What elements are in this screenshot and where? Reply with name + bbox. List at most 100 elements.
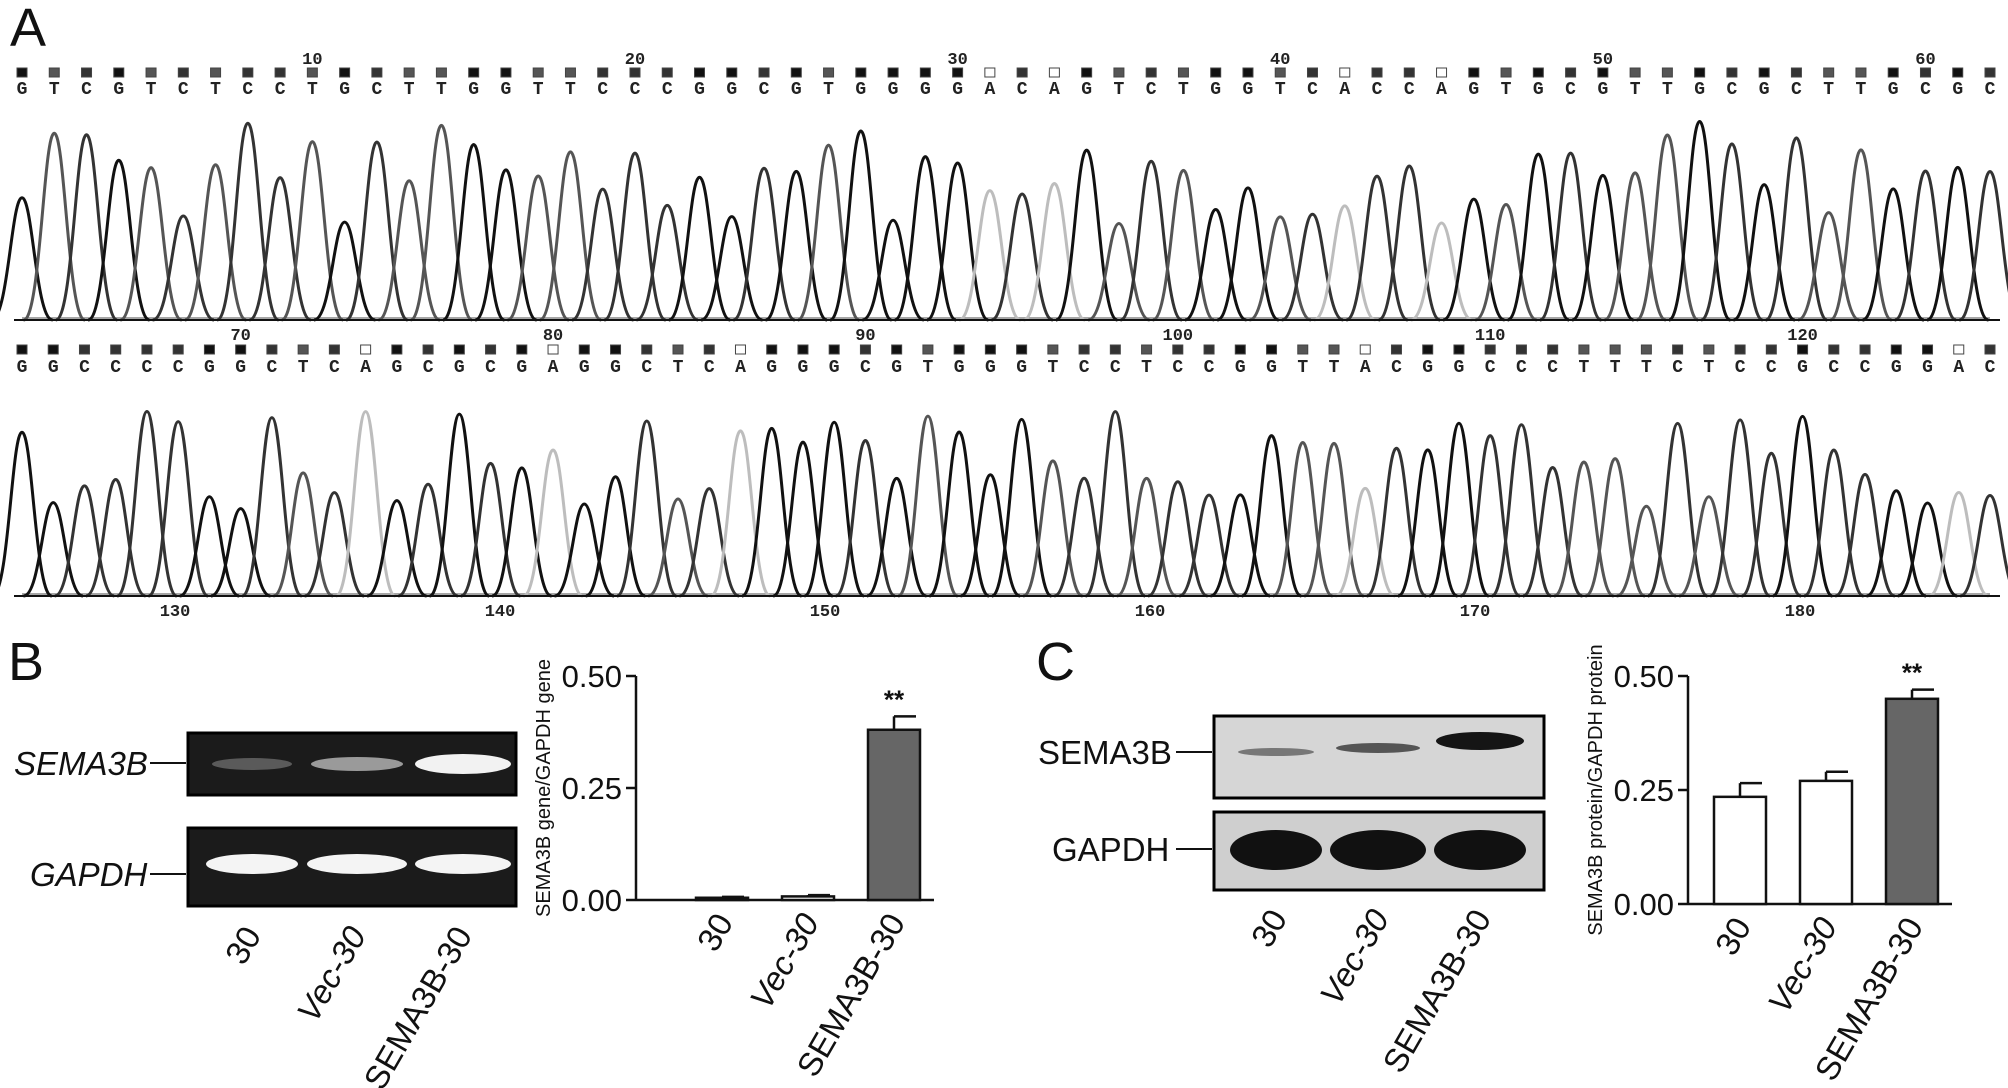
base-call: C xyxy=(266,358,277,378)
quality-box xyxy=(210,67,222,78)
quality-box xyxy=(1177,67,1189,78)
quality-box xyxy=(47,344,59,355)
trace-peak xyxy=(1116,476,1177,598)
base-call: G xyxy=(726,80,737,100)
base-call: G xyxy=(1468,80,1479,100)
trace-peak xyxy=(184,163,248,322)
trace-peak xyxy=(1152,168,1215,322)
row2-position-label: 80 xyxy=(543,327,563,346)
trace-peak xyxy=(119,166,183,322)
quality-box xyxy=(1453,344,1465,355)
quality-box xyxy=(1890,344,1902,355)
bar xyxy=(1712,795,1768,906)
trace-peak xyxy=(1303,441,1365,598)
base-call: C xyxy=(1391,358,1402,378)
quality-box xyxy=(766,344,778,355)
base-call: C xyxy=(1110,358,1121,378)
base-call: C xyxy=(1146,80,1157,100)
base-call: G xyxy=(204,358,215,378)
trace-peak xyxy=(709,429,771,598)
base-call: T xyxy=(1823,80,1834,100)
base-call: C xyxy=(1565,80,1576,100)
base-call: G xyxy=(391,358,402,378)
base-call: G xyxy=(1759,80,1770,100)
base-call: C xyxy=(1017,80,1028,100)
trace-peak xyxy=(1313,204,1377,322)
quality-box xyxy=(891,344,903,355)
quality-box xyxy=(1172,344,1184,355)
blot-band-label-gapdh: GAPDH xyxy=(1052,831,1169,868)
base-call: C xyxy=(329,358,340,378)
trace-peak xyxy=(0,196,54,322)
base-call: C xyxy=(1485,358,1496,378)
trace-peak xyxy=(1334,486,1396,598)
trace-peak xyxy=(215,121,280,322)
base-call: T xyxy=(49,80,60,100)
quality-box xyxy=(641,344,653,355)
base-call: T xyxy=(1856,80,1867,100)
quality-box xyxy=(597,67,609,78)
row2-position-label: 120 xyxy=(1787,327,1818,346)
quality-box xyxy=(1515,344,1527,355)
trace-peak xyxy=(1377,164,1441,322)
trace-peak xyxy=(85,477,147,598)
quality-box xyxy=(1390,344,1402,355)
quality-box xyxy=(1984,344,1996,355)
base-call: C xyxy=(860,358,871,378)
trace-peak xyxy=(1522,466,1584,598)
quality-box xyxy=(726,67,738,78)
base-call: T xyxy=(1662,80,1673,100)
base-call: G xyxy=(1454,358,1465,378)
base-call: C xyxy=(1985,80,1996,100)
trace-peak xyxy=(1216,186,1280,322)
base-call: C xyxy=(423,358,434,378)
blot-strip-sema3b xyxy=(1212,714,1546,800)
base-call: G xyxy=(1891,358,1902,378)
quality-box xyxy=(629,67,641,78)
quality-box xyxy=(1109,344,1121,355)
quality-box xyxy=(1953,344,1965,355)
trace-peak xyxy=(991,417,1053,598)
base-call: G xyxy=(1266,358,1277,378)
trace-peak xyxy=(1241,434,1303,598)
quality-box xyxy=(1859,344,1871,355)
base-call: G xyxy=(791,80,802,100)
quality-box xyxy=(1016,344,1028,355)
row2-quality-boxes xyxy=(16,344,1996,355)
base-call: G xyxy=(48,358,59,378)
quality-box xyxy=(1823,67,1835,78)
base-call: C xyxy=(1204,358,1215,378)
trace-peak xyxy=(1894,169,1957,322)
quality-box xyxy=(516,344,528,355)
base-call: G xyxy=(855,80,866,100)
quality-box xyxy=(758,67,770,78)
trace-peak xyxy=(210,507,271,598)
trace-peak xyxy=(1772,414,1834,598)
trace-peak xyxy=(409,123,474,322)
trace-peak xyxy=(668,175,731,322)
blot-band-sema3b-lane1 xyxy=(1238,748,1314,756)
base-call: C xyxy=(1791,80,1802,100)
blot-band-sema3b-lane2 xyxy=(1336,743,1420,753)
quality-box xyxy=(1703,344,1715,355)
quality-box xyxy=(1145,67,1157,78)
trace-peak xyxy=(1709,418,1771,598)
quality-box xyxy=(922,344,934,355)
base-call: C xyxy=(81,80,92,100)
trace-peak xyxy=(491,466,553,598)
base-call: G xyxy=(1016,358,1027,378)
quality-box xyxy=(468,67,480,78)
row2-trace xyxy=(0,410,2008,598)
trace-peak xyxy=(272,471,334,598)
gel-band-sema3b-lane2 xyxy=(311,757,403,771)
trace-peak xyxy=(538,150,602,322)
trace-peak xyxy=(0,430,53,598)
base-call: T xyxy=(1141,358,1152,378)
quality-box xyxy=(734,344,746,355)
base-call: T xyxy=(533,80,544,100)
trace-peak xyxy=(1861,187,1925,322)
gel-band-sema3b-lane1 xyxy=(212,758,292,770)
trace-peak xyxy=(834,439,896,598)
significance-label: ** xyxy=(884,684,905,714)
